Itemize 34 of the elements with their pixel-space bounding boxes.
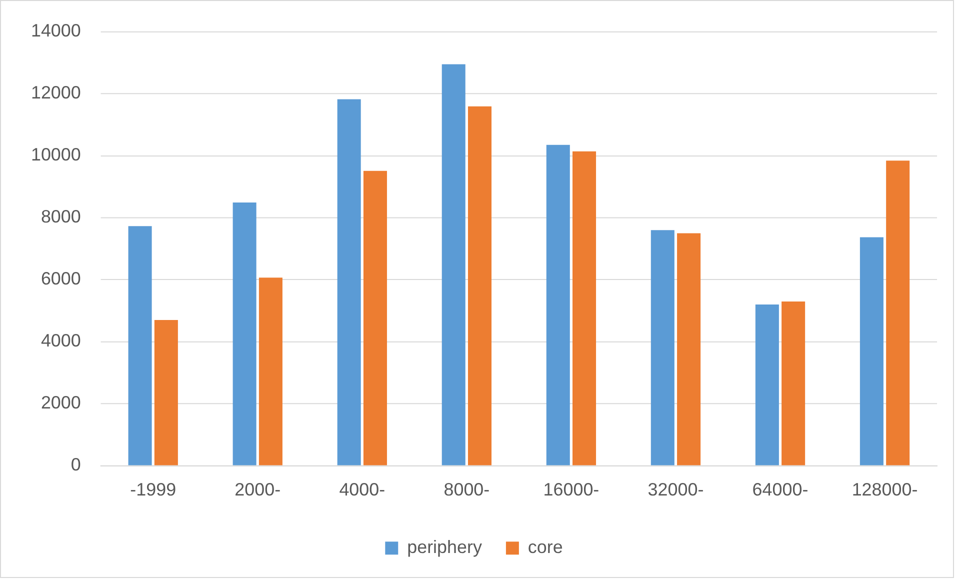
y-tick-label: 14000 [30,20,81,41]
bar [232,202,256,466]
bar [650,230,674,466]
y-tick-label: 4000 [40,330,81,351]
y-tick-label: 10000 [30,144,81,165]
bar [782,301,806,466]
x-tick-label: 128000- [852,479,918,500]
bar [442,64,466,466]
x-tick-label: 4000- [339,479,386,500]
y-tick-label: 6000 [40,268,81,289]
bar [363,170,387,466]
bar [128,226,152,466]
y-tick-label: 12000 [30,82,81,103]
bar [677,233,701,466]
y-tick-label: 0 [70,454,81,475]
x-tick-label: -1999 [130,479,176,500]
bar [546,144,570,466]
x-tick-label: 8000- [444,479,490,500]
x-tick-label: 64000- [752,479,808,500]
legend-label: periphery [407,537,482,558]
bar [337,99,361,466]
bar [154,320,178,466]
bar [860,237,884,466]
bar [258,278,282,466]
bar [468,106,492,466]
legend-label: core [528,537,563,558]
bar [572,151,596,466]
x-tick-label: 2000- [234,479,281,500]
y-tick-label: 2000 [40,392,81,413]
bar [755,304,779,466]
x-tick-label: 16000- [543,479,600,500]
y-tick-label: 8000 [40,206,81,227]
bar [886,160,910,466]
x-tick-label: 32000- [648,479,704,500]
